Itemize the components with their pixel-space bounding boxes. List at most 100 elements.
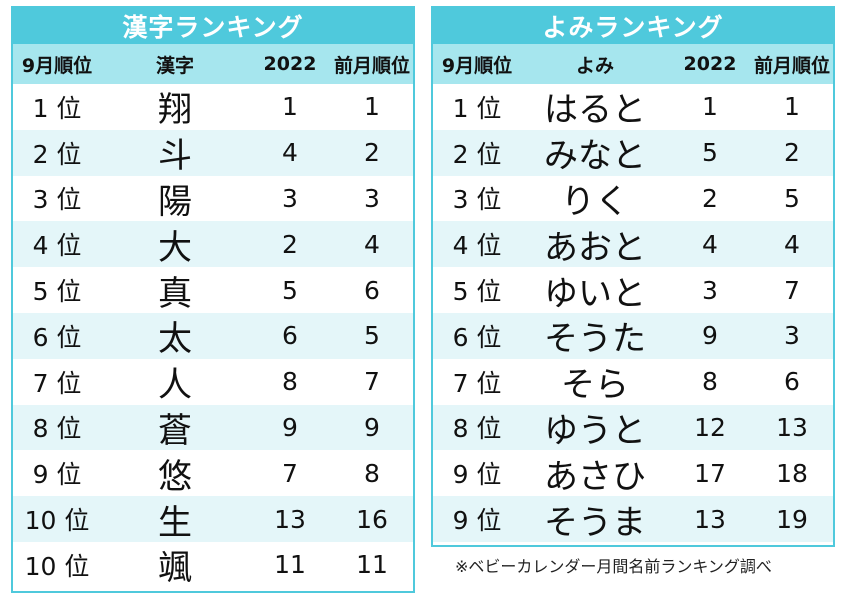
table-row: 3 位 りく 2 5 [433,176,833,222]
prev-month-cell: 4 [784,229,800,259]
rank-cell: 10 位 [24,551,90,581]
year-2022-cell: 5 [282,275,298,305]
header-item: 漢字 [155,54,194,77]
prev-month-cell: 18 [776,458,808,488]
rank-cell: 1 位 [452,93,502,123]
rank-cell: 10 位 [24,506,90,536]
prev-month-cell: 6 [364,275,380,305]
table-row: 4 位 あおと 4 4 [433,221,833,268]
year-2022-cell: 4 [702,229,718,259]
yomi-ranking-table: よみランキング 9月順位 よみ 2022 前月順位 1 位 はると 1 1 2 位 みなと… [431,6,835,547]
prev-month-cell: 1 [784,92,800,122]
prev-month-cell: 5 [784,183,800,213]
item-cell: 人 [158,365,192,406]
prev-month-cell: 7 [784,275,800,305]
item-cell: はると [544,90,646,131]
item-cell: そうま [544,502,646,543]
header-rank: 9月順位 [441,54,513,77]
prev-month-cell: 7 [364,367,380,397]
year-2022-cell: 2 [702,183,718,213]
header-prev: 前月順位 [753,54,830,77]
year-2022-cell: 8 [702,367,718,397]
source-note: ※ベビーカレンダー月間名前ランキング調べ [455,557,772,576]
item-cell: あおと [544,227,646,268]
year-2022-cell: 9 [702,321,718,351]
rank-cell: 7 位 [452,368,502,398]
table-row: 4 位 大 2 4 [13,221,413,268]
rank-cell: 9 位 [32,460,82,490]
table-row: 10 位 颯 11 11 [13,542,413,588]
item-cell: ゆうと [544,410,646,451]
year-2022-cell: 1 [282,92,298,122]
table-row: 9 位 あさひ 17 18 [433,450,833,497]
item-cell: 真 [158,273,192,314]
table-row: 6 位 太 6 5 [13,312,413,360]
year-2022-cell: 7 [282,458,298,488]
yomi-rows: 1 位 はると 1 1 2 位 みなと 5 2 3 位 りく 2 5 4 位 あおと 4 4 5 位 ゆいと 3 7 6… [433,84,833,543]
rank-cell: 5 位 [32,277,82,307]
prev-month-cell: 13 [776,412,808,442]
prev-month-cell: 6 [784,367,800,397]
item-cell: 陽 [158,182,192,222]
prev-month-cell: 5 [364,321,380,351]
header-prev: 前月順位 [333,54,410,77]
item-cell: 翔 [158,90,192,131]
item-cell: ゆいと [544,273,646,314]
item-cell: そうた [544,319,646,360]
table-row: 10 位 生 13 16 [13,496,413,543]
rank-cell: 6 位 [32,322,82,352]
item-cell: 颯 [158,548,192,589]
item-cell: 太 [158,319,192,360]
rank-cell: 5 位 [452,277,502,307]
header-item: よみ [575,54,614,77]
year-2022-cell: 5 [702,138,718,168]
table-row: 7 位 人 8 7 [13,359,413,405]
year-2022-cell: 17 [694,458,726,488]
item-cell: あさひ [544,456,646,497]
table-row: 5 位 真 5 6 [13,267,413,314]
table-row: 2 位 みなと 5 2 [433,129,833,177]
year-2022-cell: 12 [694,412,726,442]
rank-cell: 6 位 [452,322,502,352]
rank-cell: 1 位 [32,93,82,123]
table-row: 9 位 悠 7 8 [13,450,413,497]
item-cell: 斗 [158,136,192,177]
prev-month-cell: 16 [356,504,388,534]
rank-cell: 2 位 [452,139,502,169]
table-row: 5 位 ゆいと 3 7 [433,267,833,314]
prev-month-cell: 19 [776,504,808,534]
prev-month-cell: 9 [364,412,380,442]
table-row: 8 位 蒼 9 9 [13,404,413,451]
rank-cell: 3 位 [32,185,82,215]
year-2022-cell: 13 [274,504,306,534]
prev-month-cell: 3 [784,321,800,351]
rank-cell: 9 位 [452,460,502,490]
year-2022-cell: 9 [282,412,298,442]
table-row: 7 位 そら 8 6 [433,359,833,405]
header-2022: 2022 [263,53,317,75]
table-row: 1 位 はると 1 1 [433,84,833,130]
table-row: 9 位 そうま 13 19 [433,496,833,543]
year-2022-cell: 4 [282,138,298,168]
rank-cell: 2 位 [32,139,82,169]
kanji-table-header: 9月順位 漢字 2022 前月順位 [13,44,413,84]
prev-month-cell: 11 [356,550,388,580]
year-2022-cell: 13 [694,504,726,534]
item-cell: みなと [544,136,646,177]
year-2022-cell: 6 [282,321,298,351]
table-row: 3 位 陽 3 3 [13,176,413,222]
table-row: 6 位 そうた 9 3 [433,312,833,360]
rank-cell: 4 位 [32,231,82,261]
prev-month-cell: 4 [364,229,380,259]
item-cell: そら [561,365,629,406]
yomi-table-header: 9月順位 よみ 2022 前月順位 [433,44,833,84]
yomi-table-title: よみランキング [433,8,833,44]
kanji-table-title: 漢字ランキング [13,8,413,44]
header-2022: 2022 [683,53,737,75]
year-2022-cell: 3 [702,275,718,305]
rank-cell: 8 位 [452,414,502,444]
item-cell: 大 [158,227,192,268]
header-rank: 9月順位 [21,54,93,77]
